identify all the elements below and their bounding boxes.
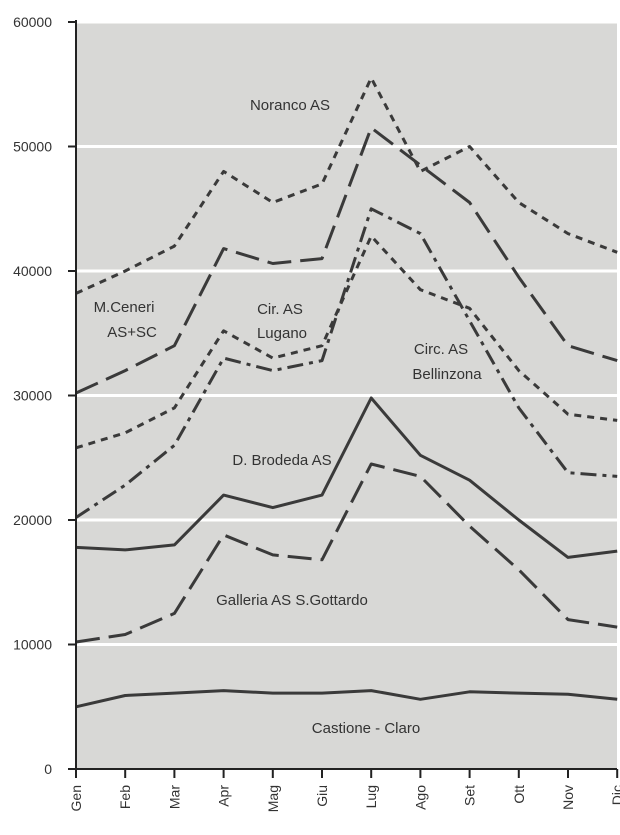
x-tick-label-ago: Ago	[412, 785, 428, 810]
x-tick-label-feb: Feb	[117, 785, 133, 809]
x-tick-label-apr: Apr	[216, 785, 232, 807]
x-tick-label-mag: Mag	[265, 785, 281, 812]
y-tick-label-30000: 30000	[13, 388, 52, 404]
series-line-galleria-as-s-gottardo	[75, 462, 618, 644]
x-tick-label-nov: Nov	[560, 785, 576, 810]
x-tick-label-lug: Lug	[363, 785, 379, 808]
series-line-circ-as-bellinzona	[75, 207, 618, 519]
annotation-lugano-line2: Lugano	[257, 325, 307, 342]
x-tick-label-ott: Ott	[511, 785, 527, 804]
series-annotations: Noranco AS M.Ceneri AS+SC Cir. AS Lugano…	[94, 97, 483, 737]
y-tick-label-50000: 50000	[13, 139, 52, 155]
y-tick-label-60000: 60000	[13, 14, 52, 30]
annotation-brodeda: D. Brodeda AS	[232, 452, 331, 469]
y-tick-label-0: 0	[44, 761, 52, 777]
annotation-mceneri-line1: M.Ceneri	[94, 299, 155, 316]
annotation-noranco: Noranco AS	[250, 97, 330, 114]
x-tick-label-mar: Mar	[166, 785, 182, 809]
series-line-castione-claro	[75, 689, 618, 709]
x-tick-labels: Gen Feb Mar Apr Mag Giu Lug Ago Set Ott Nov Dic	[68, 785, 620, 813]
series-line-cir-as-lugano	[75, 234, 618, 450]
axes	[68, 20, 619, 778]
annotation-castione: Castione - Claro	[312, 720, 420, 737]
series-lines	[75, 76, 618, 709]
y-tick-labels: 0 10000 20000 30000 40000 50000 60000	[13, 14, 52, 777]
series-line-m-ceneri-as-sc	[75, 126, 618, 395]
annotation-lugano-line1: Cir. AS	[257, 301, 303, 318]
x-tick-label-dic: Dic	[609, 785, 620, 805]
gridlines	[76, 20, 617, 646]
x-tick-label-gen: Gen	[68, 785, 84, 811]
y-tick-label-10000: 10000	[13, 637, 52, 653]
annotation-mceneri-line2: AS+SC	[107, 324, 157, 341]
x-tick-label-giu: Giu	[314, 785, 330, 807]
y-tick-label-20000: 20000	[13, 512, 52, 528]
annotation-bellinzona-line1: Circ. AS	[414, 341, 468, 358]
annotation-bellinzona-line2: Bellinzona	[412, 366, 482, 383]
x-tick-label-set: Set	[462, 785, 478, 806]
annotation-gottardo: Galleria AS S.Gottardo	[216, 592, 368, 609]
series-line-noranco-as	[75, 76, 618, 295]
series-line-d-brodeda-as	[75, 396, 618, 559]
y-tick-label-40000: 40000	[13, 263, 52, 279]
